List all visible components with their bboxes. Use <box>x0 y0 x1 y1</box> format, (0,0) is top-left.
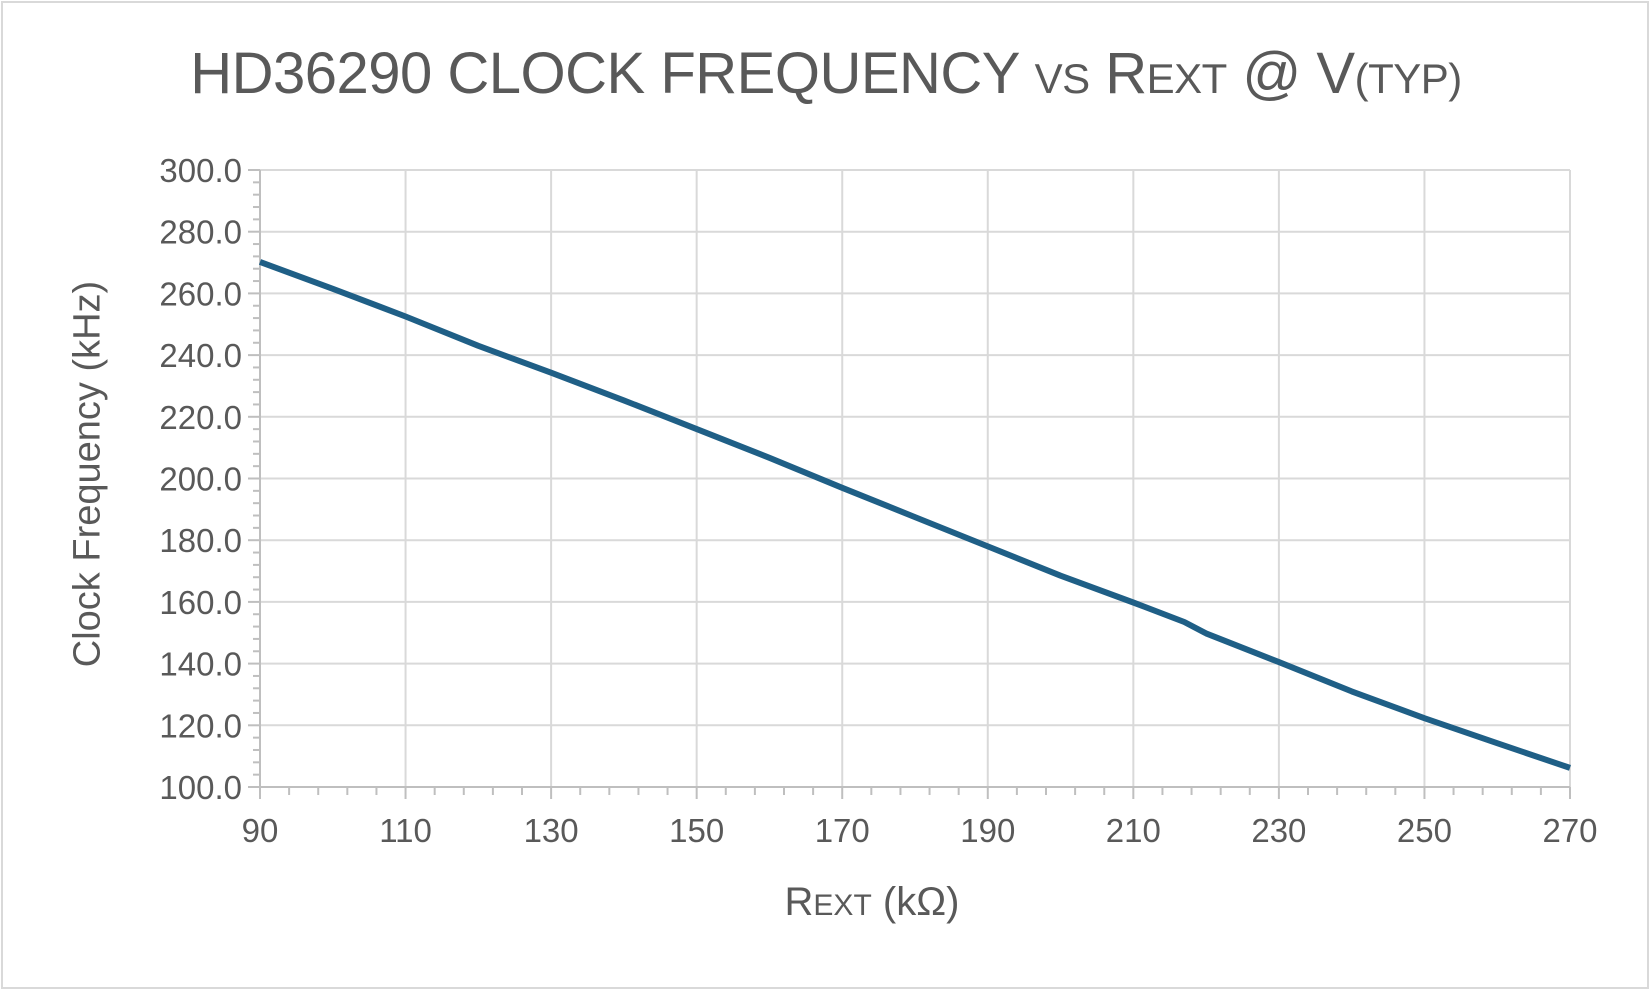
x-tick-label: 270 <box>1542 812 1597 849</box>
series-line <box>258 259 1571 771</box>
x-tick-label: 190 <box>960 812 1015 849</box>
x-tick-label: 230 <box>1251 812 1306 849</box>
chart-title: HD36290 CLOCK FREQUENCY VS REXT @ V(TYP) <box>190 41 1463 106</box>
x-tick-label: 90 <box>242 812 279 849</box>
title-vs: VS <box>1034 55 1091 102</box>
x-tick-label: 150 <box>669 812 724 849</box>
y-tick-label: 220.0 <box>159 399 242 436</box>
y-tick-label: 200.0 <box>159 461 242 498</box>
y-tick-label: 120.0 <box>159 707 242 744</box>
y-tick-label: 280.0 <box>159 214 242 251</box>
x-tick-label: 110 <box>379 812 432 849</box>
x-tick-label: 130 <box>524 812 579 849</box>
y-tick-label: 180.0 <box>159 522 242 559</box>
y-tick-label: 260.0 <box>159 275 242 312</box>
title-ext: EXT <box>1146 55 1228 102</box>
title-typ: (TYP) <box>1354 55 1463 102</box>
x-tick-label: 250 <box>1397 812 1452 849</box>
y-tick-label: 300.0 <box>159 152 242 189</box>
x-axis-label: REXT (kΩ) <box>784 880 960 924</box>
x-tick-label: 210 <box>1106 812 1161 849</box>
y-tick-label: 160.0 <box>159 584 242 621</box>
y-tick-label: 240.0 <box>159 337 242 374</box>
x-tick-label: 170 <box>815 812 870 849</box>
y-tick-label: 100.0 <box>159 769 242 806</box>
y-tick-label: 140.0 <box>159 646 242 683</box>
